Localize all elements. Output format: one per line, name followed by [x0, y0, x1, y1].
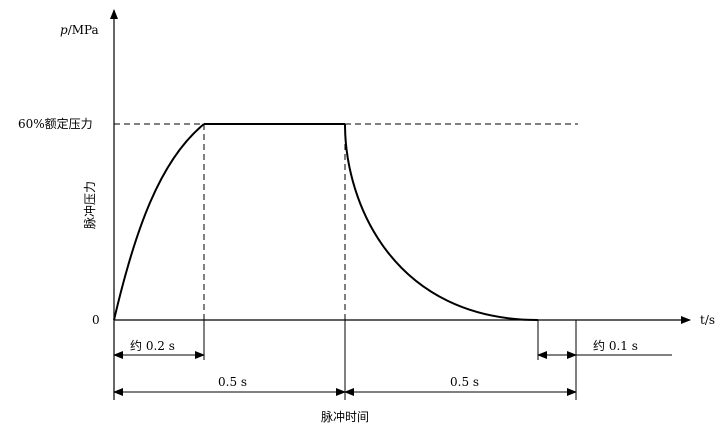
- level-label: 60%额定压力: [18, 116, 93, 131]
- dim-label-tail: 约 0.1 s: [593, 338, 638, 353]
- y-axis-symbol: p: [60, 23, 68, 37]
- pressure-fall-curve: [344, 123, 539, 321]
- vertical-label: 脉冲压力: [82, 181, 97, 229]
- x-axis-title: t/s: [700, 313, 715, 327]
- origin-label: 0: [92, 313, 100, 327]
- bottom-label: 脉冲时间: [321, 409, 369, 424]
- dim-label-fall: 0.5 s: [450, 375, 479, 389]
- dim-label-rise: 约 0.2 s: [130, 338, 175, 353]
- pressure-rise-curve: [113, 123, 205, 321]
- y-axis-unit: /MPa: [68, 23, 99, 37]
- y-axis-title: p/MPa: [60, 23, 99, 37]
- dim-label-hold: 0.5 s: [218, 375, 247, 389]
